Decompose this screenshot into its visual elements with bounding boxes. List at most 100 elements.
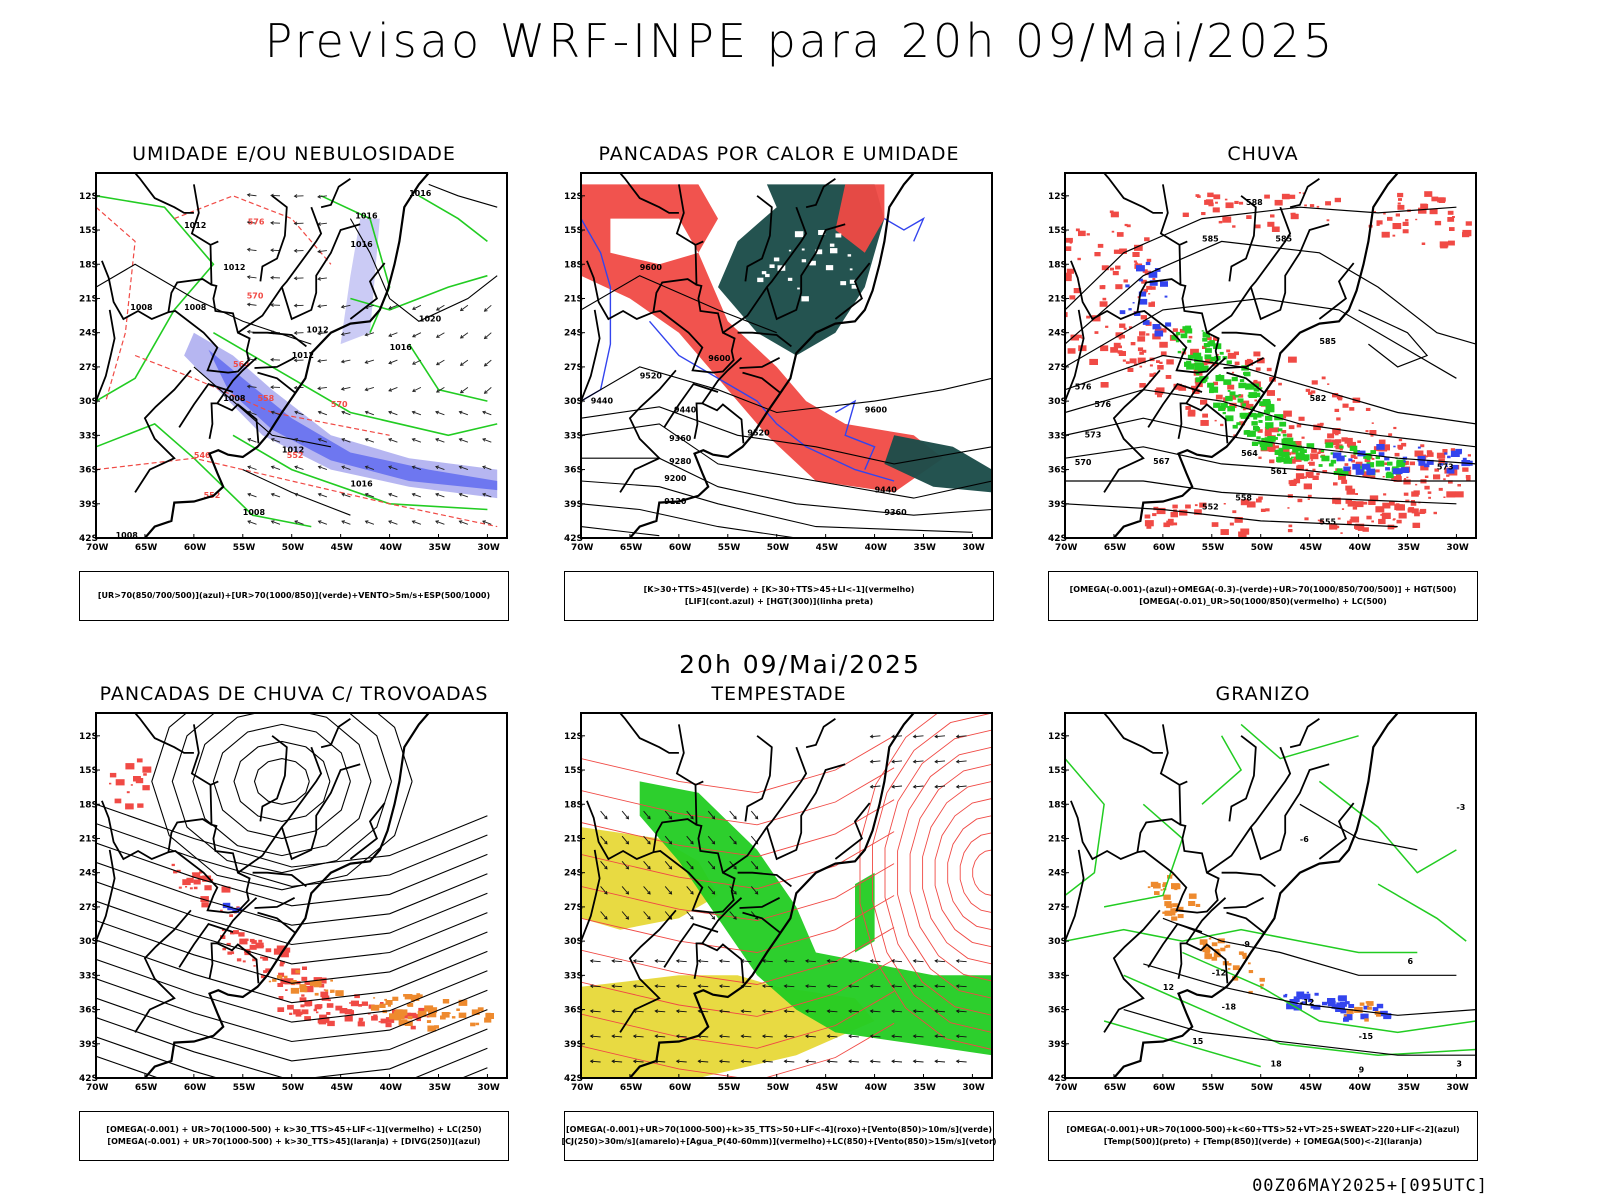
rain-cell-green [1266,427,1269,430]
wind-vector [318,466,328,471]
streamline-red [581,767,895,826]
pressure-contour [242,469,351,516]
rain-cell [1214,419,1217,422]
legend-line: [UR>70(850/700/500)](azul)+[UR>70(1000/8… [97,591,491,600]
contour-label: 585 [1319,337,1336,346]
rain-cell-green [1284,458,1288,462]
clear-cell [818,230,826,235]
rain-cell-blue [1165,322,1172,327]
wind-vector-head [625,865,630,870]
rain-cell [1396,519,1402,524]
political-border [1223,357,1265,369]
wind-vector-head [388,333,393,337]
storm-cell-orange [398,1009,408,1016]
lon-tick-label: 55W [718,543,741,553]
storm-cell [221,929,225,932]
wind-vector-head [869,1059,874,1064]
rain-cell [1281,430,1287,434]
rain-cell [1288,356,1297,363]
storm-cell [327,1020,335,1027]
rain-cell [1172,504,1178,509]
wind-vector-head [459,362,464,366]
lat-tick-label: 39S [1048,500,1067,510]
political-border [252,871,307,888]
wind-vector-head [604,891,608,895]
rain-cell-green [1177,350,1182,354]
rain-cell-green [1283,437,1287,441]
storm-cell [197,875,204,880]
rain-cell-green [1187,354,1194,359]
rain-cell-blue [1119,310,1126,315]
rain-cell-green [1238,382,1247,389]
storm-cell-orange [477,1007,484,1012]
political-border [1159,724,1180,786]
wind-vector [365,466,375,471]
wind-vector-head [364,332,369,337]
rain-cell-green [1207,382,1215,388]
wind-vector-head [647,865,651,870]
map-content: 9600960095209440944093609280920091209520… [581,173,992,538]
wind-vector [805,1035,816,1038]
rain-cell-blue [1366,470,1374,475]
wind-vector [247,520,257,525]
wind-vector-head [247,465,252,470]
wind-vector-head [270,465,275,470]
rain-cell [1398,198,1402,201]
hail-cell [1372,1007,1379,1011]
wind-vector [318,520,328,525]
lat-tick-label: 18S [564,260,583,270]
storm-cell [255,942,264,949]
hail-cell [1345,1001,1350,1005]
wind-vector [436,359,445,366]
thickness-contour [134,354,390,436]
rain-cell-green [1268,424,1271,427]
clear-cell [840,281,847,286]
wind-vector [271,411,281,416]
wind-vector-head [482,438,486,442]
rain-cell [1421,203,1429,209]
rain-cell-green [1227,406,1235,412]
rain-cell [1429,208,1438,215]
rain-cell-blue [1164,295,1168,298]
wind-vector-head [412,306,416,311]
mid-title: 20h 09/Mai/2025 [679,650,921,679]
wind-vector [891,1060,903,1063]
lon-tick-label: 65W [620,543,643,553]
wind-vector-head [317,438,322,442]
wind-vector-head [317,520,322,524]
wind-vector [247,248,257,252]
wind-vector [741,1060,752,1063]
storm-cell [260,975,266,979]
rain-cell [1365,407,1371,411]
rain-cell-green [1250,412,1257,418]
hail-cell [1339,1001,1347,1007]
rain-cell-green [1175,340,1180,343]
rain-cell [1239,421,1245,426]
rain-cell-green [1366,462,1375,468]
political-border [215,897,260,984]
rain-cell [1327,433,1335,439]
lif-contour [835,399,876,470]
rain-cell [1427,452,1434,457]
contour-label: 6 [1408,957,1414,966]
wind-vector-head [690,916,694,920]
map-frame [580,712,993,1079]
wind-vector-head [483,390,488,394]
legend-line: [OMEGA(-0.001) + UR>70(1000-500) + k>30_… [106,1125,482,1134]
wind-vector [612,1060,623,1063]
rain-cell [1226,349,1231,353]
wind-vector-head [718,984,723,988]
map-chuva: 588 585 585 582 585 576 573 570 567 564 561 558 552 5… [1048,171,1478,555]
storm-cell [265,968,271,972]
rain-cell [1447,217,1455,222]
storm-cell-orange [405,1020,413,1026]
contour-label: 576 [1094,400,1111,409]
political-border [237,206,323,334]
rain-cell [1298,416,1305,421]
rain-cell [1231,385,1234,388]
rain-cell [1368,499,1376,505]
lon-tick-label: 45W [1300,1083,1323,1093]
wind-vector [848,1060,859,1063]
wind-vector [436,387,445,393]
